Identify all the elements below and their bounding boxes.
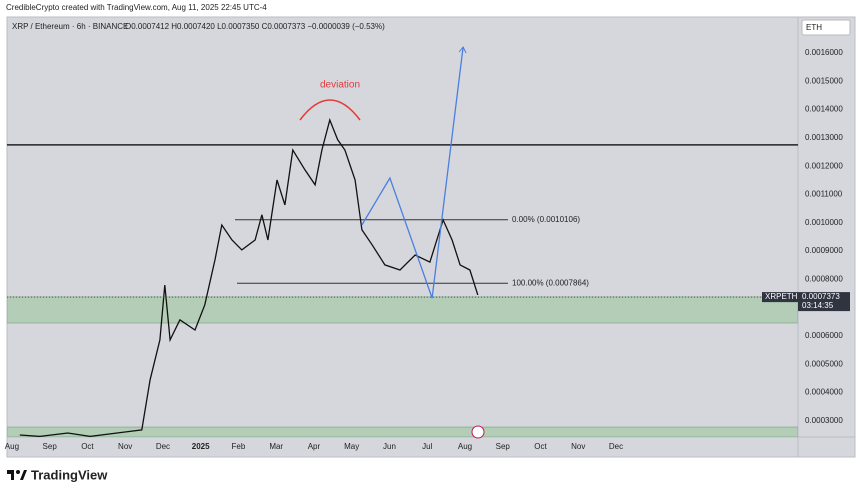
x-tick-label: 2025	[192, 442, 210, 451]
x-tick-label: Sep	[496, 442, 511, 451]
y-tick-label: 0.0013000	[805, 133, 843, 142]
x-tick-label: Jun	[383, 442, 396, 451]
x-tick-label: Oct	[534, 442, 547, 451]
x-tick-label: Jul	[422, 442, 432, 451]
zone	[7, 426, 798, 437]
y-tick-label: 0.0008000	[805, 274, 843, 283]
price-tag	[798, 292, 850, 312]
x-tick-label: Mar	[269, 442, 283, 451]
symbol: XRPETH	[765, 292, 798, 301]
y-tick-label: 0.0015000	[805, 76, 843, 85]
countdown: 03:14:35	[802, 301, 834, 310]
currency-box[interactable]	[801, 19, 851, 36]
x-tick-label: Sep	[43, 442, 58, 451]
logo: TradingView	[7, 467, 108, 482]
annotation: deviation	[320, 80, 360, 91]
currency: ETH	[806, 23, 822, 32]
y-tick-label: 0.0009000	[805, 246, 843, 255]
x-tick-label: Feb	[232, 442, 246, 451]
fib-label: 100.00% (0.0007864)	[512, 278, 589, 287]
fib-label: 0.00% (0.0010106)	[512, 215, 580, 224]
chart-panel	[6, 16, 856, 458]
y-tick-label: 0.0005000	[805, 359, 843, 368]
symbol-tag	[762, 292, 798, 303]
y-tick-label: 0.0004000	[805, 388, 843, 397]
deviation-arc	[299, 99, 361, 121]
y-tick-label: 0.0010000	[805, 218, 843, 227]
y-tick-label: 0.0016000	[805, 48, 843, 57]
x-tick-label: Oct	[81, 442, 94, 451]
chart-title: XRP / Ethereum · 6h · BINANCE	[12, 22, 128, 31]
y-tick-label: 0.0014000	[805, 105, 843, 114]
projection-line	[361, 46, 464, 299]
x-tick-label: Aug	[5, 442, 19, 451]
x-tick-label: Dec	[156, 442, 170, 451]
projection-arrow	[458, 46, 467, 54]
y-tick-label: 0.0006000	[805, 331, 843, 340]
x-tick-label: May	[344, 442, 359, 451]
zone	[7, 296, 798, 324]
x-tick-label: Nov	[118, 442, 132, 451]
plot-area	[7, 46, 798, 437]
last-price: 0.0007373	[802, 292, 840, 301]
logo-text: TradingView	[31, 467, 108, 482]
header: CredibleCrypto created with TradingView.…	[6, 3, 267, 12]
event-icon[interactable]	[471, 425, 485, 439]
y-tick-label: 0.0012000	[805, 161, 843, 170]
ohlc: O0.0007412 H0.0007420 L0.0007350 C0.0007…	[125, 22, 385, 31]
x-tick-label: Apr	[308, 442, 321, 451]
y-tick-label: 0.0011000	[805, 190, 843, 199]
y-tick-label: 0.0003000	[805, 416, 843, 425]
price-line	[19, 117, 479, 437]
x-tick-label: Aug	[458, 442, 472, 451]
x-tick-label: Dec	[609, 442, 623, 451]
x-tick-label: Nov	[571, 442, 585, 451]
